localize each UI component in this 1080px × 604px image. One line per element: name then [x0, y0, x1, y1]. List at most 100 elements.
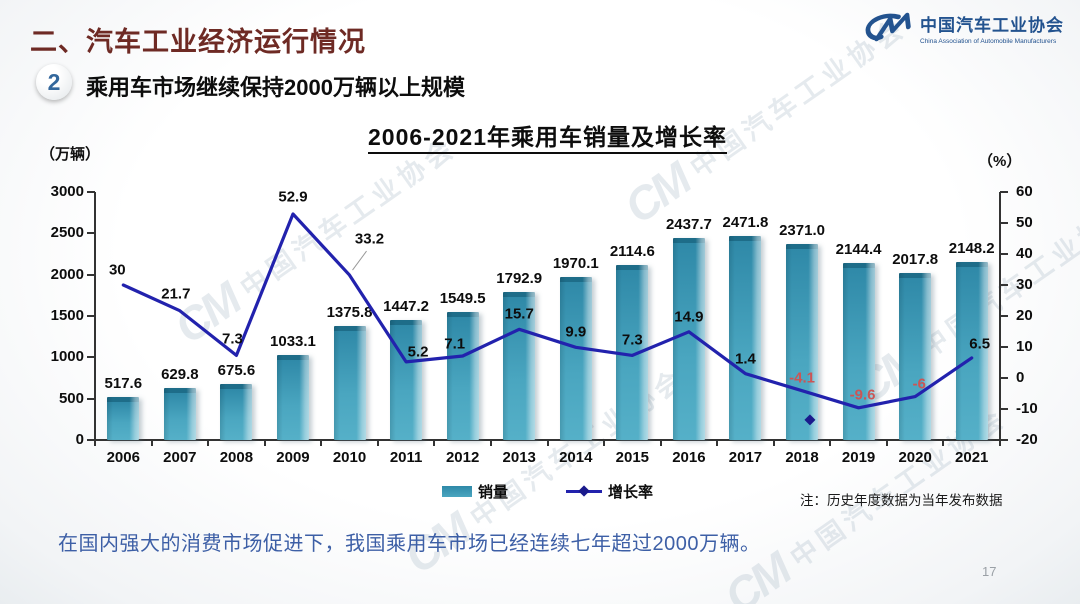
right-axis-tick: [1000, 284, 1008, 286]
right-axis-tick: [1000, 191, 1008, 193]
growth-value-label: 33.2: [354, 230, 385, 248]
x-axis-year-label: 2009: [276, 449, 310, 466]
x-axis-year-label: 2011: [389, 449, 423, 466]
left-axis-tick-label: 1000: [50, 348, 84, 366]
legend-label: 销量: [477, 484, 508, 501]
growth-value-label: 21.7: [161, 285, 191, 303]
x-axis-year-label: 2018: [785, 449, 819, 466]
sales-value-label: 2144.4: [835, 240, 882, 258]
x-axis-year-label: 2020: [898, 449, 932, 466]
caam-logo: 中国汽车工业协会 China Association of Automobile…: [858, 10, 1064, 46]
left-axis-tick-label: 1500: [50, 307, 84, 324]
left-axis-tick: [87, 397, 95, 400]
sales-value-label: 2017.8: [892, 251, 939, 269]
growth-value-label: -4.1: [789, 369, 815, 387]
chart-note: 注：历史年度数据为当年发布数据: [800, 493, 1003, 508]
summary-text: 在国内强大的消费市场促进下，我国乘用车市场已经连续七年超过2000万辆。: [58, 533, 761, 555]
logo-text: 中国汽车工业协会 China Association of Automobile…: [920, 11, 1064, 45]
page-number: 17: [982, 564, 997, 579]
x-axis-tick: [150, 440, 153, 446]
x-axis-year-label: 2017: [728, 449, 763, 466]
x-axis-tick: [94, 440, 96, 446]
right-axis-tick: [1000, 408, 1008, 410]
legend-item-growth: 增长率: [566, 481, 653, 502]
chart-legend: 销量 增长率: [95, 481, 1000, 502]
sales-bar: [729, 235, 762, 440]
growth-value-label: 14.9: [674, 308, 704, 326]
left-axis-tick: [87, 315, 95, 317]
growth-line-icon: [566, 490, 602, 493]
x-axis-year-label: 2006: [106, 449, 140, 466]
right-axis-tick-label: 0: [1016, 369, 1025, 386]
left-axis-tick: [87, 191, 95, 193]
right-axis-unit: （%）: [978, 153, 1022, 170]
right-axis-tick-label: -20: [1016, 431, 1038, 448]
right-axis-tick-label: 10: [1016, 338, 1033, 355]
legend-label: 增长率: [608, 484, 654, 501]
right-axis-tick-label: 50: [1016, 214, 1033, 231]
right-axis-tick: [1000, 439, 1008, 441]
x-axis-tick: [885, 440, 888, 446]
left-axis-tick-label: 0: [75, 431, 84, 448]
right-axis-tick-label: 30: [1016, 276, 1033, 293]
left-axis-tick: [87, 356, 95, 359]
growth-value-label: 9.9: [565, 323, 587, 341]
right-axis-tick: [1000, 315, 1008, 317]
sales-bar: [786, 243, 819, 440]
growth-value-label: 6.5: [969, 335, 991, 353]
x-axis-tick: [716, 440, 719, 446]
left-axis-tick-label: 2000: [50, 265, 84, 283]
x-axis-year-label: 2021: [955, 449, 989, 466]
sales-value-label: 2471.8: [722, 213, 769, 231]
growth-value-label: 7.1: [444, 335, 466, 353]
growth-value-label: -6: [912, 375, 926, 393]
right-axis-tick-label: 40: [1016, 245, 1033, 262]
x-axis-year-label: 2008: [219, 449, 254, 466]
chart-title: 2006-2021年乘用车销量及增长率: [95, 118, 1000, 154]
sales-value-label: 1375.8: [326, 304, 373, 322]
y-axis-left: [94, 192, 96, 440]
left-axis-tick: [87, 232, 95, 235]
sales-value-label: 1970.1: [552, 255, 599, 273]
growth-value-label: -9.6: [849, 386, 876, 404]
sales-value-label: 629.8: [161, 365, 199, 383]
left-axis-unit: （万辆）: [40, 146, 101, 163]
sales-value-label: 2437.7: [665, 216, 712, 234]
point-title: 乘用车市场继续保持2000万辆以上规模: [86, 75, 465, 100]
x-axis-tick: [433, 440, 436, 446]
sales-bar: [333, 326, 366, 440]
sales-value-label: 1033.1: [270, 332, 316, 350]
x-axis-tick: [263, 440, 266, 446]
right-axis-tick: [1000, 377, 1008, 379]
sales-bar: [899, 273, 932, 440]
left-axis-tick-label: 2500: [50, 224, 84, 242]
left-axis-tick: [87, 439, 95, 441]
x-axis-year-label: 2012: [445, 449, 480, 466]
x-axis-year-label: 2010: [332, 449, 367, 466]
x-axis-year-label: 2014: [559, 449, 593, 466]
sales-value-label: 1549.5: [439, 289, 486, 307]
sales-bar: [955, 262, 988, 440]
sales-value-label: 1447.2: [383, 298, 430, 316]
x-axis-tick: [942, 440, 945, 446]
sales-value-label: 2148.2: [948, 240, 995, 258]
x-axis-tick: [546, 440, 549, 446]
x-axis-tick: [772, 440, 775, 446]
sales-swatch-icon: [441, 486, 472, 497]
x-axis-tick: [320, 440, 323, 446]
left-axis-tick: [87, 273, 95, 276]
growth-value-label: 7.3: [621, 331, 643, 349]
x-axis-tick: [603, 440, 606, 446]
x-axis-tick: [999, 440, 1001, 446]
x-axis-tick: [376, 440, 379, 446]
sales-bar: [107, 397, 140, 440]
right-axis-tick-label: 60: [1016, 183, 1033, 200]
logo-name-en: China Association of Automobile Manufact…: [920, 38, 1057, 45]
x-axis-tick: [207, 440, 210, 446]
sales-value-label: 1792.9: [496, 269, 543, 287]
section-title: 二、汽车工业经济运行情况: [30, 27, 366, 57]
growth-value-label: 5.2: [407, 343, 429, 361]
sales-bar: [220, 384, 253, 440]
label-leader-line: [352, 250, 367, 271]
x-axis-year-label: 2015: [615, 449, 650, 466]
